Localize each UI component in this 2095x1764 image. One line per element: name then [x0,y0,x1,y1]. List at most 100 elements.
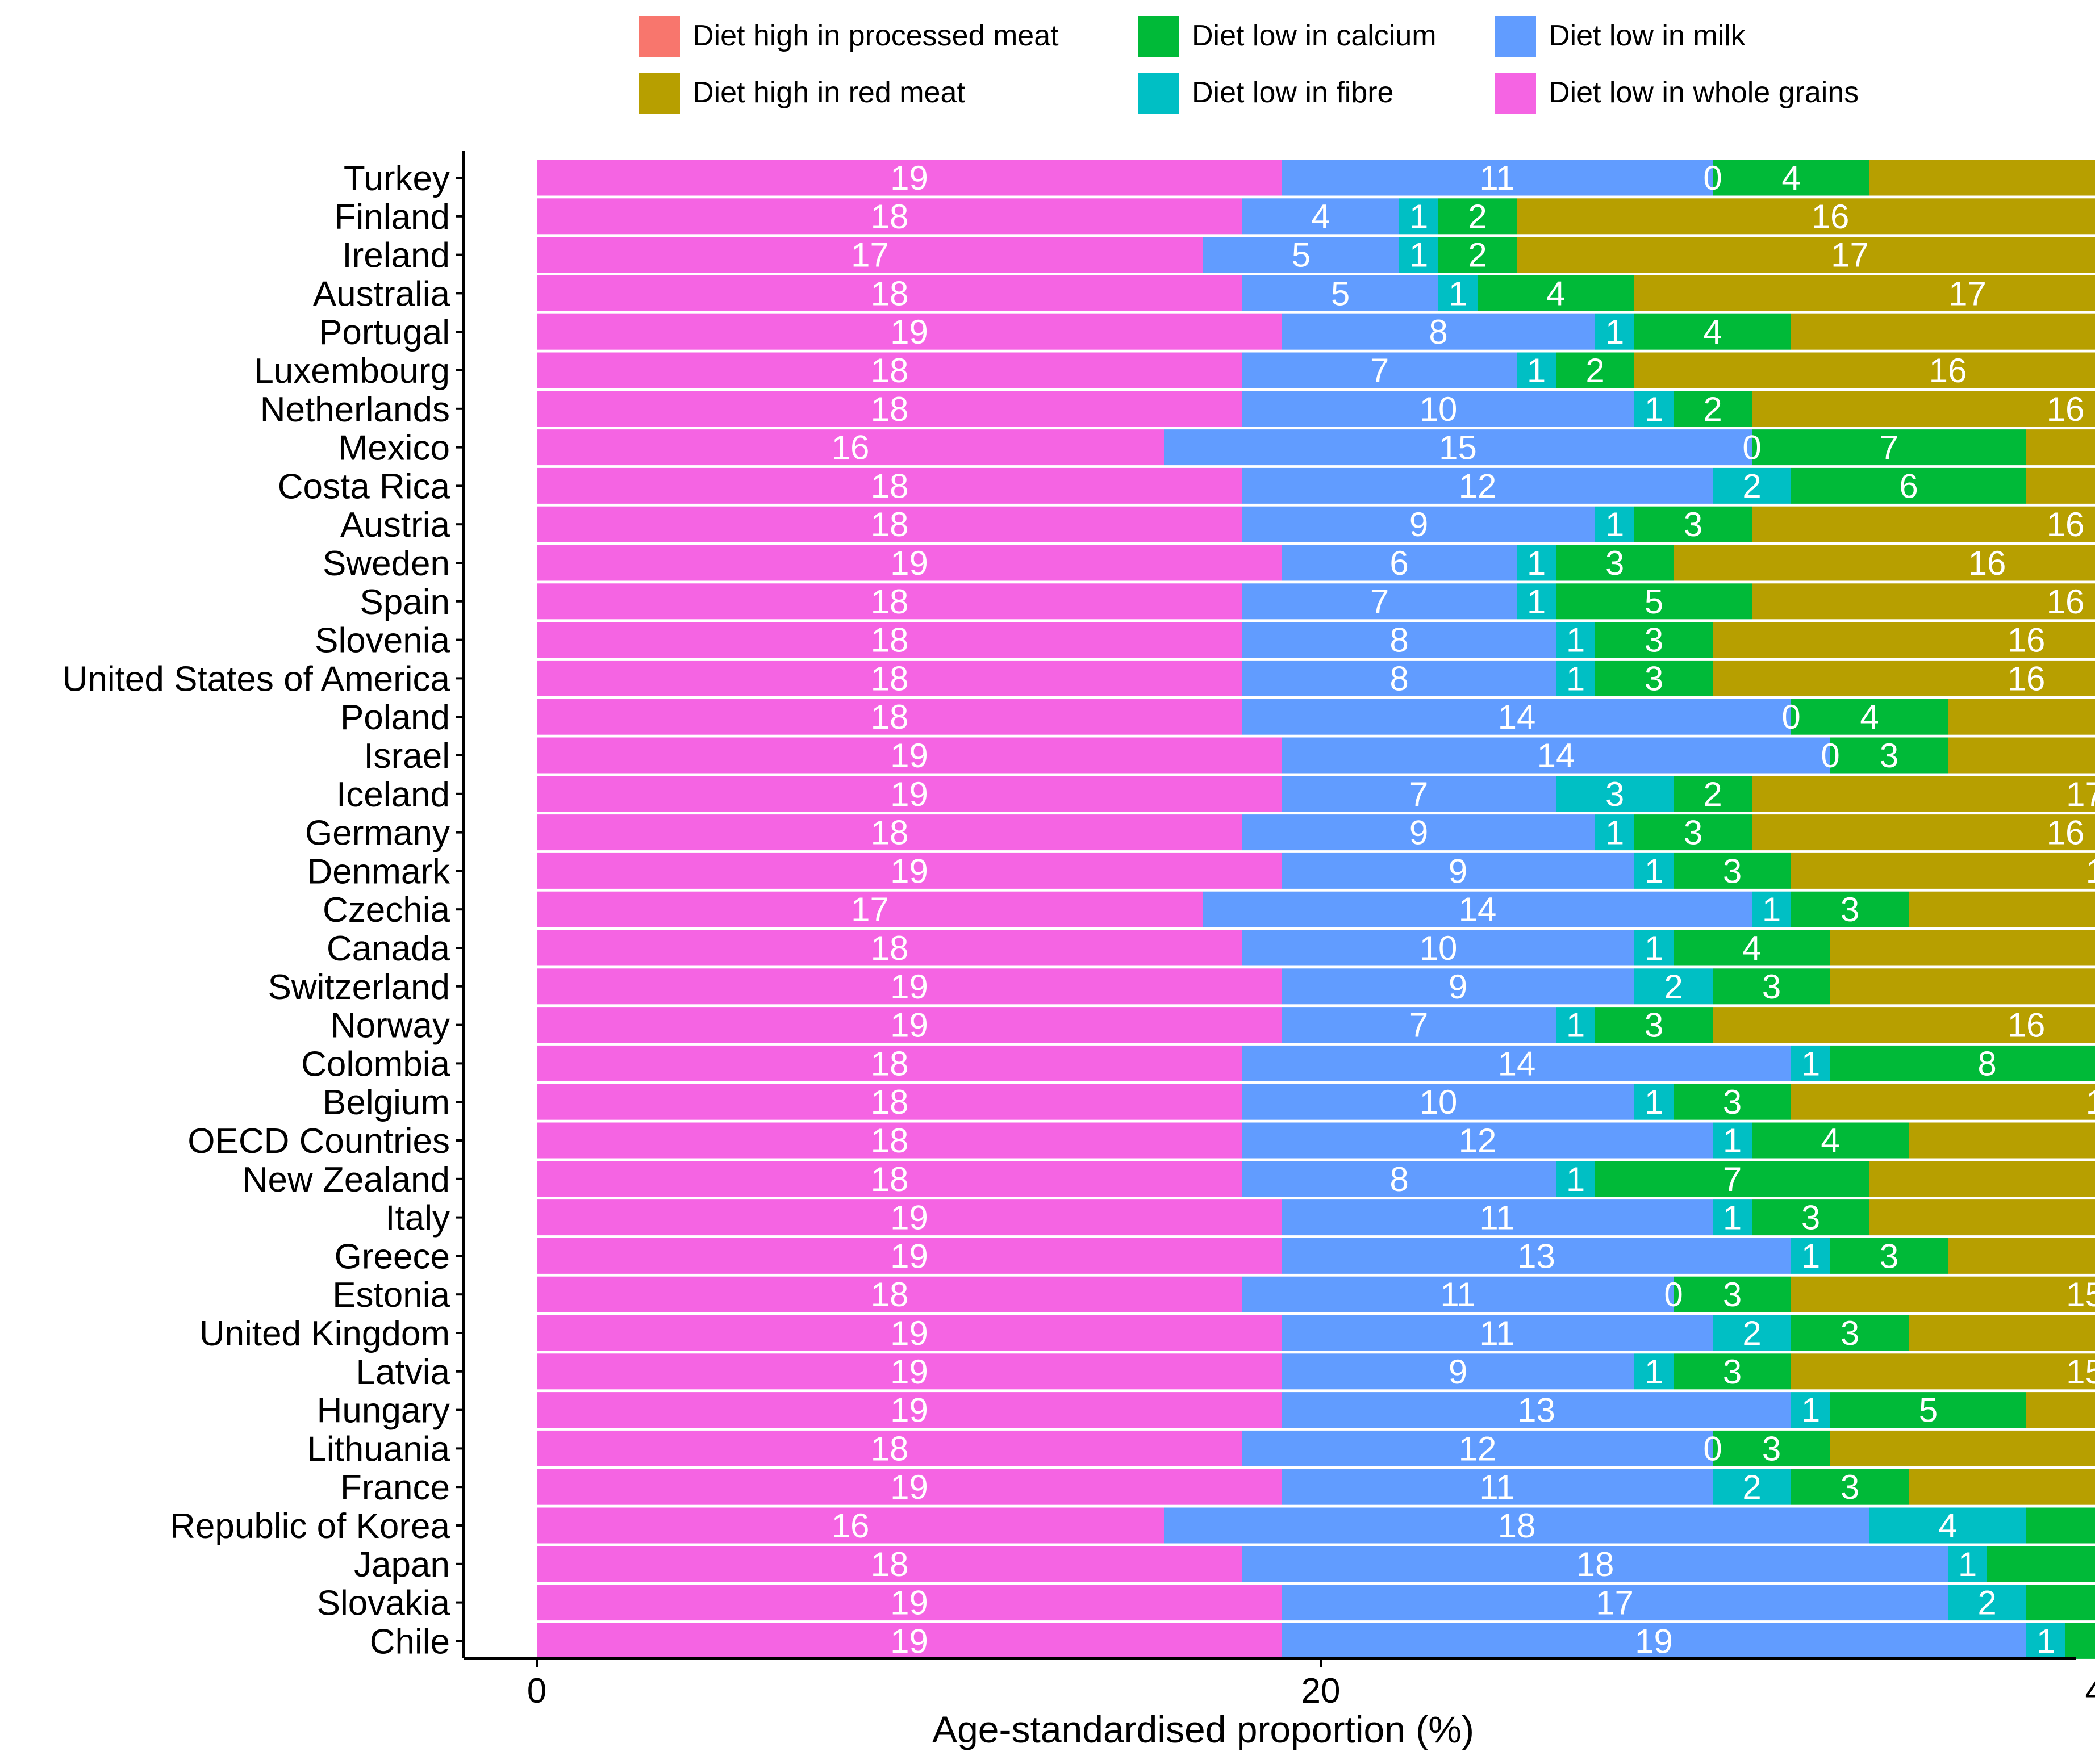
bar-segment-whole-grains [537,506,1242,542]
y-tick-label: Iceland [336,775,450,814]
bar-segment-red-meat [2026,1392,2095,1428]
data-label: 18 [871,1276,909,1314]
data-label: 14 [1498,1044,1536,1082]
bar-segment-whole-grains [537,1507,1164,1544]
data-label: 15 [2066,1276,2095,1314]
bar-segment-red-meat [1713,660,2095,696]
data-label: 2 [1585,352,1604,390]
bar-segment-milk [1242,622,1556,658]
data-label: 11 [1479,1199,1514,1237]
bar-segment-red-meat [1948,1238,2095,1274]
data-label: 19 [890,1006,928,1044]
bar-segment-whole-grains [537,160,1282,196]
data-label: 19 [890,775,928,813]
bar-segment-fibre [1752,891,1791,927]
y-tick-label: Sweden [323,544,450,583]
bar-segment-calcium [1634,814,1752,851]
data-label: 11 [1440,1276,1475,1314]
data-label: 2 [1468,236,1487,274]
data-label: 7 [1409,775,1428,813]
data-label: 1 [1527,583,1546,621]
bar-segment-calcium [1674,391,1752,427]
y-axis: TurkeyFinlandIrelandAustraliaPortugalLux… [62,151,465,1661]
data-label: 18 [1576,1545,1614,1583]
bar-segment-calcium [1987,1546,2095,1582]
bar-segment-fibre [1556,660,1595,696]
bar-segment-red-meat [1517,198,2095,235]
data-label: 1 [1566,659,1585,697]
bar-segment-red-meat [1791,1276,2095,1312]
legend-swatch-processed-meat [639,16,680,57]
bar-segment-whole-grains [537,1084,1242,1120]
bar-segment-whole-grains [537,1238,1282,1274]
legend-label-calcium: Diet low in calcium [1192,19,1437,52]
bar-segment-calcium [1674,1353,1791,1390]
data-label: 16 [2008,1006,2046,1044]
bar-segment-milk [1164,429,1752,466]
bar-segment-whole-grains [537,737,1282,774]
bar-segment-milk [1282,1623,2026,1659]
data-label: 4 [1938,1507,1957,1545]
bar-segment-milk [1282,1392,1791,1428]
legend-label-processed-meat: Diet high in processed meat [692,19,1059,52]
data-label: 18 [871,929,909,967]
data-label: 12 [1459,467,1497,505]
data-label: 15 [1439,429,1477,467]
bar-segment-whole-grains [537,1276,1242,1312]
data-label: 0 [1781,698,1800,736]
data-label: 14 [1459,891,1497,929]
y-tick-label: Colombia [301,1044,450,1084]
y-tick-label: Israel [364,737,450,776]
bar-segment-whole-grains [537,391,1242,427]
y-tick-label: Spain [360,583,450,622]
bar-segment-red-meat [1752,391,2095,427]
bar-segment-fibre [1791,1045,1830,1081]
bar-segment-fibre [1869,1507,2026,1544]
bar-segment-calcium [1830,1238,1948,1274]
data-label: 3 [1605,544,1624,582]
data-label: 2 [1703,390,1722,428]
bar-segment-whole-grains [537,1585,1282,1621]
data-label: 3 [1723,852,1742,890]
bar-segment-whole-grains [537,545,1282,581]
data-label: 9 [1449,968,1467,1006]
data-label: 6 [1389,544,1408,582]
data-label: 16 [1812,198,1850,236]
data-label: 18 [871,814,909,852]
bar-segment-whole-grains [537,237,1203,273]
y-tick-label: Japan [354,1545,450,1585]
bar-segment-whole-grains [537,1546,1242,1582]
bar-segment-calcium [1830,737,1948,774]
data-label: 17 [1831,236,1869,274]
legend-swatch-calcium [1138,16,1179,57]
data-label: 16 [2086,1083,2095,1121]
data-label: 19 [1635,1622,1673,1660]
data-label: 3 [1880,737,1898,775]
bar-segment-red-meat [1674,545,2095,581]
bar-segment-calcium [1791,467,2026,504]
data-label: 4 [1781,159,1800,197]
data-label: 1 [1801,1391,1820,1429]
bar-segment-milk [1282,1199,1713,1236]
bar-segment-calcium [2026,1585,2095,1621]
data-label: 19 [890,544,928,582]
bar-segment-whole-grains [537,814,1242,851]
bar-segment-calcium [1438,198,1517,235]
bar-segment-fibre [1634,930,1674,966]
data-label: 13 [1517,1237,1555,1275]
data-label: 3 [1645,1006,1663,1044]
data-label: 0 [1664,1276,1683,1314]
data-label: 0 [1821,737,1839,775]
y-tick-label: Portugal [319,313,450,352]
bar-segment-fibre [1556,1007,1595,1043]
bar-segment-milk [1242,1546,1948,1582]
data-label: 18 [871,352,909,390]
data-label: 18 [871,1429,909,1468]
bar-segment-red-meat [1791,852,2095,889]
y-tick-label: Mexico [339,429,450,468]
data-label: 18 [871,198,909,236]
data-label: 2 [1742,467,1761,505]
bar-segment-red-meat [1869,1161,2095,1197]
bar-segment-whole-grains [537,1045,1242,1081]
data-label: 18 [871,1160,909,1198]
